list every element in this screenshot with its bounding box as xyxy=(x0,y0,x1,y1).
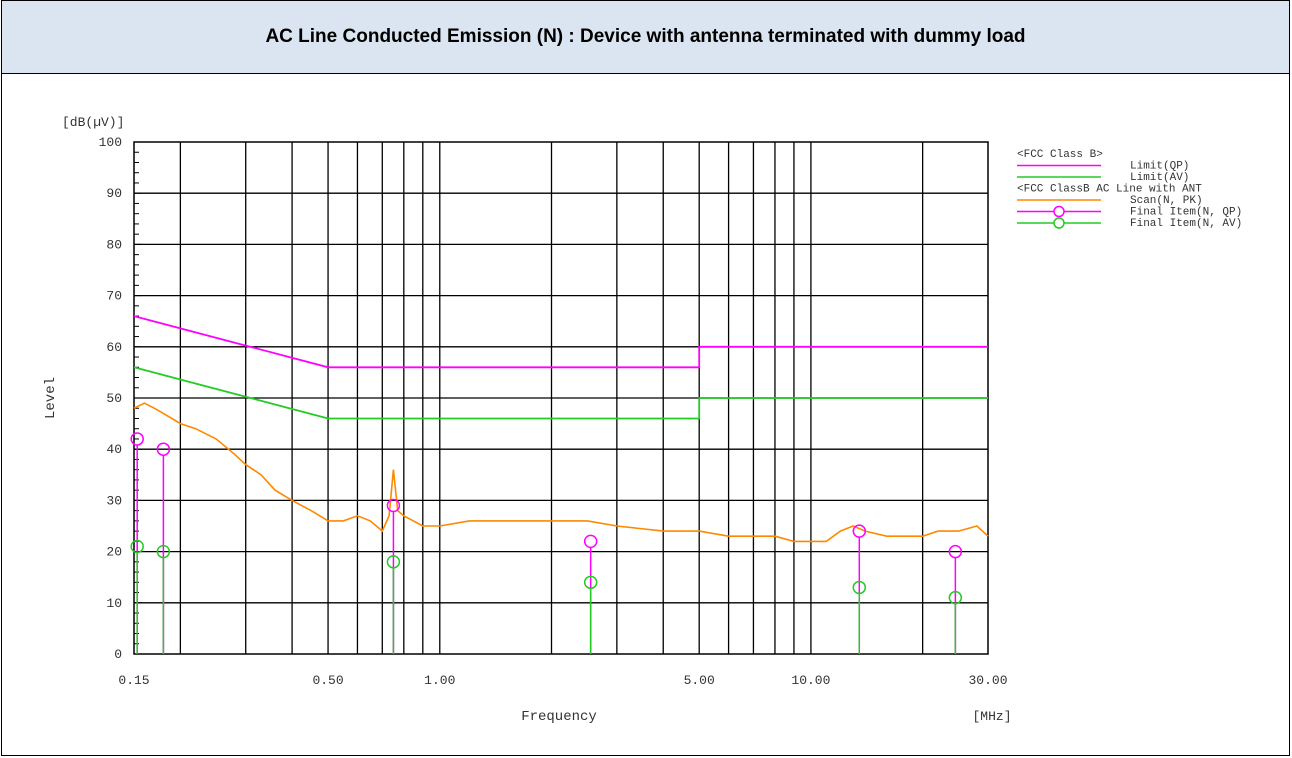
y-unit-label: [dB(µV)] xyxy=(62,115,124,130)
final-item-av-marker xyxy=(852,580,867,595)
x-tick-label: 0.15 xyxy=(118,673,149,688)
x-tick-label: 10.00 xyxy=(791,673,830,688)
legend-swatch-marker xyxy=(1053,217,1065,229)
y-tick-label: 30 xyxy=(106,493,122,508)
final-item-qp-marker xyxy=(948,544,963,559)
chart-title: AC Line Conducted Emission (N) : Device … xyxy=(2,1,1289,74)
x-tick-label: 30.00 xyxy=(968,673,1007,688)
final-item-av-marker xyxy=(386,555,401,569)
y-tick-label: 100 xyxy=(99,135,122,150)
y-axis-title: Level xyxy=(43,377,59,419)
y-tick-label: 20 xyxy=(106,545,122,560)
y-tick-label: 60 xyxy=(106,340,122,355)
final-item-qp-marker xyxy=(583,534,598,549)
limit-av-line xyxy=(133,366,988,420)
limit-qp-line xyxy=(133,315,988,369)
y-tick-label: 80 xyxy=(106,237,122,252)
y-tick-label: 0 xyxy=(114,647,122,662)
legend-label: Final Item(N, AV) xyxy=(1130,218,1242,230)
legend-label: Limit(QP) xyxy=(1130,161,1189,173)
legend-label: Scan(N, PK) xyxy=(1130,195,1203,207)
legend-swatch-marker xyxy=(1053,205,1065,218)
legend-header: <FCC ClassB AC Line with ANT xyxy=(1017,184,1202,196)
emission-chart: 0 10 20 30 40 50 60 70 80 90 100 0.15 0.50 1.00 5.00 10… xyxy=(43,115,1242,725)
y-tick-label: 90 xyxy=(106,186,122,201)
y-tick-label: 10 xyxy=(106,596,122,611)
y-tick-label: 70 xyxy=(106,289,122,304)
x-unit-label: [MHz] xyxy=(972,709,1011,724)
final-item-qp-marker xyxy=(130,432,144,446)
final-item-qp-marker xyxy=(386,498,401,513)
final-item-qp-marker xyxy=(156,442,171,456)
legend-label: Limit(AV) xyxy=(1130,172,1189,184)
final-item-av-marker xyxy=(130,539,144,554)
legend-label: Final Item(N, QP) xyxy=(1130,207,1242,219)
final-item-qp-marker xyxy=(852,524,867,538)
x-tick-label: 0.50 xyxy=(312,673,343,688)
scan-trace-line xyxy=(133,402,989,543)
x-axis-title: Frequency xyxy=(521,709,597,725)
x-tick-label: 5.00 xyxy=(684,673,715,688)
final-item-av-marker xyxy=(948,590,963,605)
x-tick-label: 1.00 xyxy=(424,673,455,688)
final-item-av-marker xyxy=(156,544,171,559)
legend-header: <FCC Class B> xyxy=(1017,149,1103,161)
y-tick-label: 40 xyxy=(106,442,122,457)
final-item-av-marker xyxy=(583,575,598,590)
y-tick-label: 50 xyxy=(106,391,122,406)
